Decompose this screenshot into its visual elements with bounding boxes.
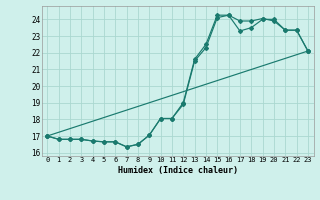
X-axis label: Humidex (Indice chaleur): Humidex (Indice chaleur)	[118, 166, 237, 175]
